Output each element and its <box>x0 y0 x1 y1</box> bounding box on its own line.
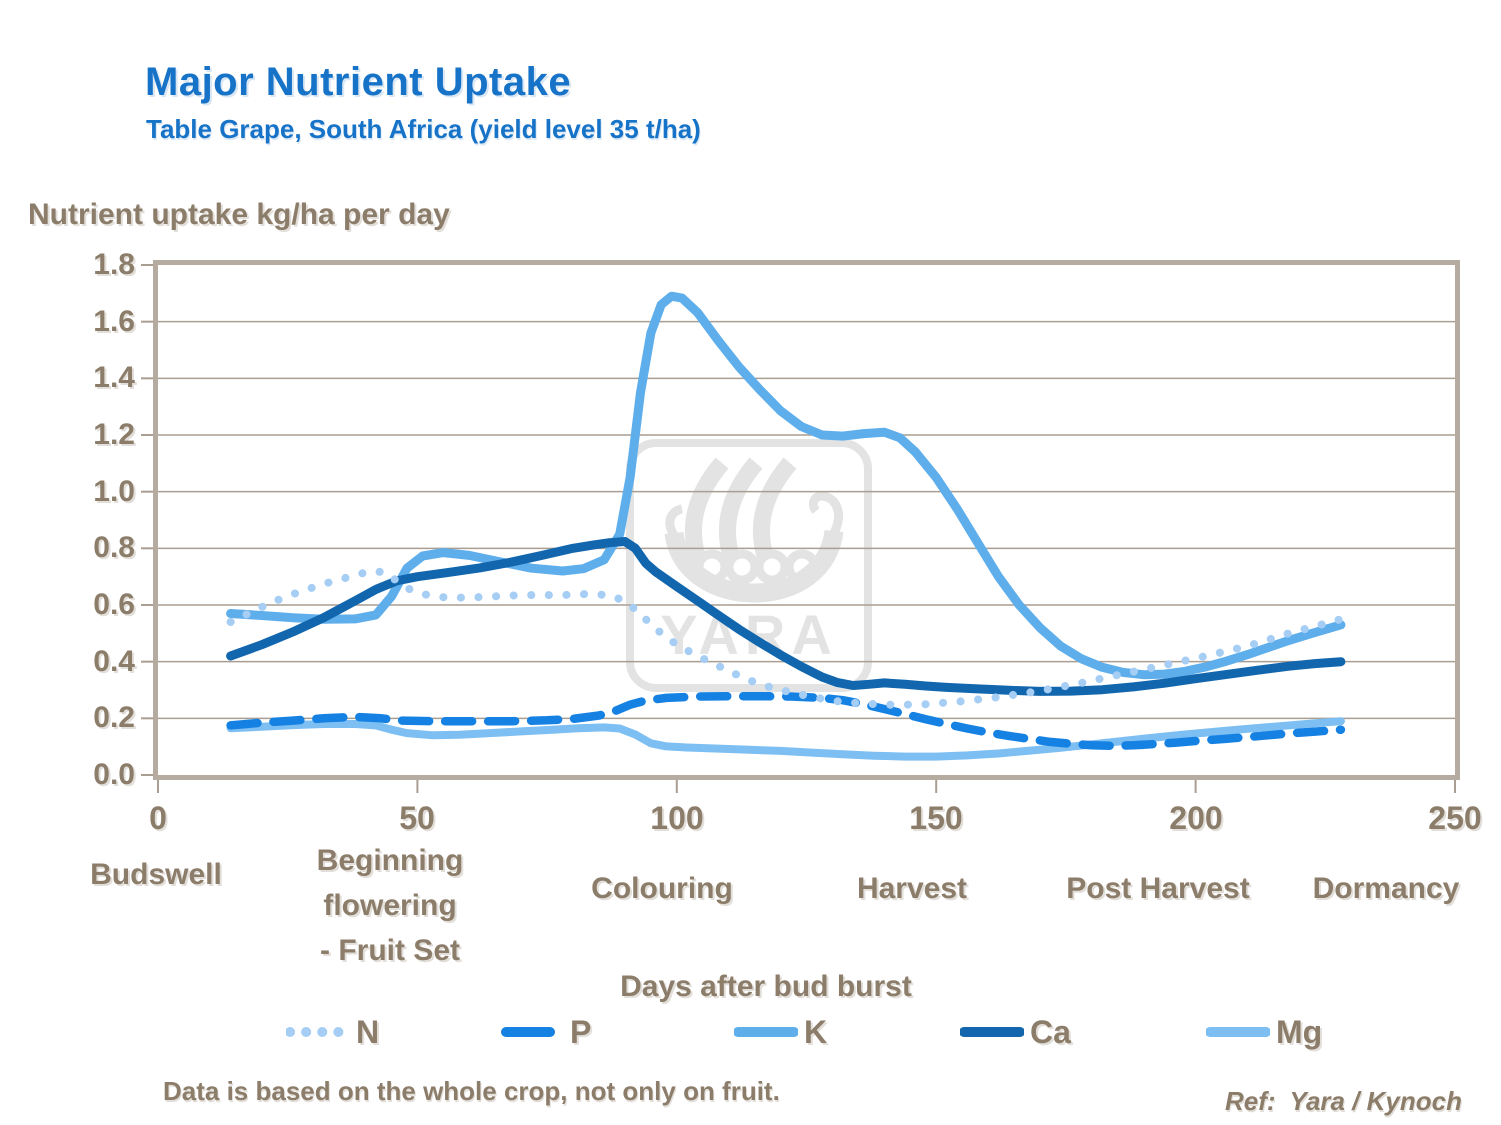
footnote: Data is based on the whole crop, not onl… <box>163 1076 780 1106</box>
legend-label-ca: Ca <box>1030 1013 1071 1050</box>
x-tick-label: 150 <box>909 800 963 836</box>
x-tick-label: 200 <box>1169 800 1223 836</box>
legend-item-k: K <box>734 1008 827 1056</box>
y-tick-label: 0.8 <box>93 531 135 564</box>
stage-label-budswell: Budswell <box>26 852 286 897</box>
x-tick-label: 250 <box>1428 800 1482 836</box>
legend-swatch-mg-icon <box>1206 1027 1270 1037</box>
legend-item-n: N <box>286 1008 379 1056</box>
stage-line: flowering <box>323 889 457 922</box>
y-tick-label: 0.4 <box>93 645 135 678</box>
y-tick-label: 1.8 <box>93 248 135 281</box>
stage-label-harvest: Harvest <box>802 866 1022 911</box>
y-axis-title: Nutrient uptake kg/ha per day <box>28 198 450 231</box>
page-title: Major Nutrient Uptake <box>145 60 572 104</box>
series-line-ca <box>226 537 1346 696</box>
legend-label-p: P <box>570 1013 592 1050</box>
stage-line: Harvest <box>856 872 968 905</box>
legend-swatch-n-icon <box>286 1027 350 1037</box>
series-line-mg <box>226 717 1345 761</box>
x-tick-label: 0 <box>149 800 167 836</box>
reference: Ref: Yara / Kynoch <box>1225 1086 1462 1116</box>
x-axis-title: Days after bud burst <box>620 970 912 1003</box>
stage-line: Beginning <box>316 844 464 877</box>
stage-label-flowering: Beginning flowering - Fruit Set <box>260 838 520 973</box>
y-tick-label: 0.2 <box>93 701 135 734</box>
y-tick-label: 0.0 <box>93 758 135 791</box>
stage-line: Colouring <box>591 872 733 905</box>
y-tick-label: 1.0 <box>93 475 135 508</box>
viking-ship-icon <box>664 457 844 603</box>
series-line-n <box>226 567 1345 709</box>
stage-label-post-harvest: Post Harvest <box>1023 866 1293 911</box>
y-tick-label: 1.6 <box>93 305 135 338</box>
stage-label-dormancy: Dormancy <box>1276 866 1496 911</box>
stage-label-colouring: Colouring <box>552 866 772 911</box>
stage-line: - Fruit Set <box>320 934 460 967</box>
legend-item-p: P <box>500 1008 591 1056</box>
plot-area: YARA <box>141 260 1460 793</box>
stage-line: Budswell <box>90 858 222 891</box>
series-layer <box>226 291 1346 761</box>
legend-label-n: N <box>356 1013 380 1050</box>
series-line-k <box>226 291 1346 680</box>
y-tick-label: 1.2 <box>93 418 135 451</box>
y-tick-label: 0.6 <box>93 588 135 621</box>
y-tick-label: 1.4 <box>93 361 135 394</box>
series-line-p <box>226 691 1346 751</box>
legend-label-mg: Mg <box>1276 1013 1323 1050</box>
x-tick-label: 50 <box>399 800 435 836</box>
plot-frame <box>153 260 1460 780</box>
page-subtitle: Table Grape, South Africa (yield level 3… <box>146 114 701 144</box>
x-tick-label: 100 <box>650 800 704 836</box>
legend-item-mg: Mg <box>1206 1008 1322 1056</box>
yara-watermark: YARA <box>626 439 872 692</box>
legend-item-ca: Ca <box>960 1008 1071 1056</box>
axis-ticks <box>141 264 1456 793</box>
legend-swatch-p-icon <box>501 1027 564 1037</box>
legend-label-k: K <box>804 1013 828 1050</box>
stage-line: Post Harvest <box>1066 872 1250 905</box>
stage-line: Dormancy <box>1312 872 1460 905</box>
legend-swatch-k-icon <box>734 1027 798 1037</box>
legend-swatch-ca-icon <box>960 1027 1024 1037</box>
